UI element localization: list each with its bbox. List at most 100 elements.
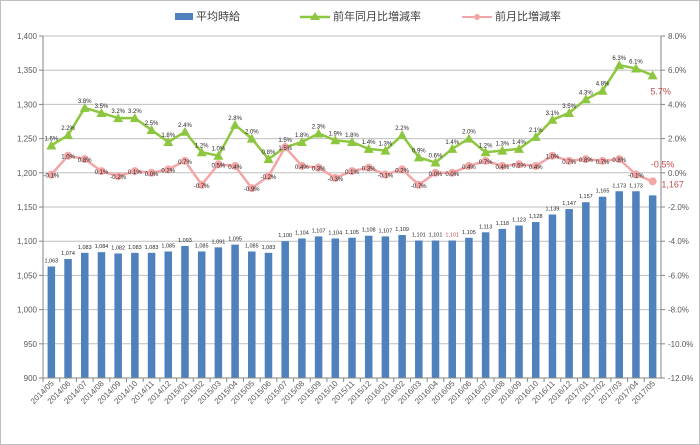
circle-marker-icon (448, 168, 457, 177)
line-value-label: 0.0% (445, 172, 459, 178)
bar (398, 235, 406, 378)
circle-marker-icon (565, 156, 574, 165)
bar (298, 238, 306, 378)
circle-marker-icon (348, 167, 356, 176)
bar (415, 240, 423, 378)
bar-value-label: 1,101 (445, 233, 459, 239)
bar (248, 251, 256, 378)
circle-marker-icon (80, 155, 89, 164)
line-value-label: 1.8% (345, 133, 359, 139)
line-value-label: 1.9% (328, 131, 342, 137)
line-value-label: 2.2% (395, 126, 409, 132)
bar (314, 236, 323, 378)
circle-marker-icon (581, 155, 590, 164)
circle-marker-icon (97, 167, 106, 176)
right-axis-tick-label: -2.0% (668, 203, 689, 212)
triangle-marker-icon (63, 130, 74, 140)
bar (114, 253, 122, 378)
line-value-label: 1.5% (278, 146, 292, 152)
left-axis-tick-label: 1,100 (17, 237, 38, 246)
triangle-marker-icon (614, 60, 625, 70)
bar-value-label: 1,118 (496, 221, 509, 227)
circle-marker-icon (214, 160, 223, 169)
line-value-label: 1.3% (379, 142, 393, 148)
line-value-label: 0.4% (495, 165, 509, 171)
triangle-marker-icon (213, 150, 224, 160)
bar (448, 240, 456, 378)
triangle-marker-icon (46, 140, 57, 150)
bar (231, 244, 239, 378)
left-axis-tick-label: 1,350 (17, 66, 38, 75)
right-axis-percent: -12.0% -10.0% -8.0% -6.0% -4.0% -2.0% 0.0% 2.0%… (660, 32, 693, 383)
line-value-label: 0.3% (362, 167, 376, 173)
circle-marker-icon (381, 170, 390, 179)
bar (481, 232, 490, 378)
bar (465, 237, 473, 378)
line-value-label: 1.8% (295, 133, 309, 139)
right-axis-tick-label: -12.0% (668, 374, 693, 383)
bar (47, 266, 56, 378)
annotation-wage-latest: 1,167 (661, 179, 684, 189)
triangle-marker-icon (564, 107, 575, 117)
bar (147, 252, 156, 378)
right-axis-tick-label: 2.0% (668, 135, 686, 144)
left-axis-tick-label: 1,150 (17, 203, 38, 212)
line-value-label: 0.0% (145, 172, 159, 178)
right-axis-tick-label: 0.0% (668, 169, 686, 178)
bar-value-label: 1,109 (395, 227, 409, 233)
bar-value-label: 1,173 (612, 183, 626, 189)
bar (632, 191, 640, 378)
line-value-label: 0.2% (395, 168, 409, 174)
bar-value-label: 1,095 (228, 237, 242, 243)
line-value-label: 0.7% (479, 160, 493, 166)
triangle-marker-icon (196, 147, 207, 157)
left-axis-tick-label: 900 (24, 374, 38, 383)
circle-marker-icon (631, 170, 640, 179)
left-axis-tick-label: 1,400 (17, 32, 38, 41)
line-value-label: 0.4% (462, 165, 476, 171)
circle-marker-icon (147, 168, 156, 177)
line-value-label: 1.0% (61, 155, 75, 161)
triangle-marker-icon (463, 133, 474, 143)
circle-marker-icon (548, 151, 557, 160)
line-value-label: 3.8% (78, 99, 92, 105)
circle-marker-icon (164, 165, 173, 174)
legend-label-average-wage: 平均時給 (196, 11, 240, 23)
right-axis-tick-label: -10.0% (668, 340, 693, 349)
bar-value-label: 1,157 (579, 194, 593, 200)
circle-marker-icon (247, 184, 256, 193)
triangle-marker-icon (163, 137, 174, 147)
bar (97, 252, 106, 378)
bar-value-label: 1,128 (529, 214, 543, 220)
bar-value-label: 1,104 (328, 230, 342, 236)
line-value-label: 3.5% (95, 104, 109, 110)
line-value-label: 0.7% (562, 160, 576, 166)
left-axis-wage: 900 950 1,000 1,050 1,100 1,150 1,200 1,250 1,30… (17, 32, 44, 383)
line-value-label: 1.8% (161, 133, 175, 139)
line-value-label: 0.0% (429, 172, 443, 178)
bar-value-label: 1,083 (78, 245, 92, 251)
left-axis-tick-label: 1,250 (17, 135, 38, 144)
line-value-label: 3.1% (546, 111, 560, 117)
line-value-label: 1.4% (445, 140, 459, 146)
annotation-mom-latest: -0.5% (651, 159, 675, 169)
triangle-marker-icon (313, 128, 324, 138)
circle-marker-icon (197, 180, 206, 189)
annotation-yoy-latest: 5.7% (650, 86, 671, 96)
line-value-label: -0.1% (44, 174, 60, 180)
triangle-marker-icon (330, 135, 341, 145)
bar (598, 196, 607, 378)
bar (364, 235, 373, 378)
bar-value-label: 1,139 (546, 207, 560, 213)
line-value-label: 0.8% (579, 158, 593, 164)
line-series-mom: -0.1%1.0%0.8%0.1%-0.2%0.1% 0.0%0.2%0.7%-0… (44, 143, 657, 193)
circle-marker-icon (231, 161, 240, 170)
bar-value-label: 1,104 (295, 230, 309, 236)
line-value-label: 2.0% (462, 130, 476, 136)
triangle-marker-icon (647, 70, 658, 80)
triangle-marker-icon (547, 114, 558, 124)
line-value-label: 6.3% (612, 56, 626, 62)
triangle-marker-icon (96, 107, 107, 117)
circle-marker-icon (331, 173, 340, 182)
